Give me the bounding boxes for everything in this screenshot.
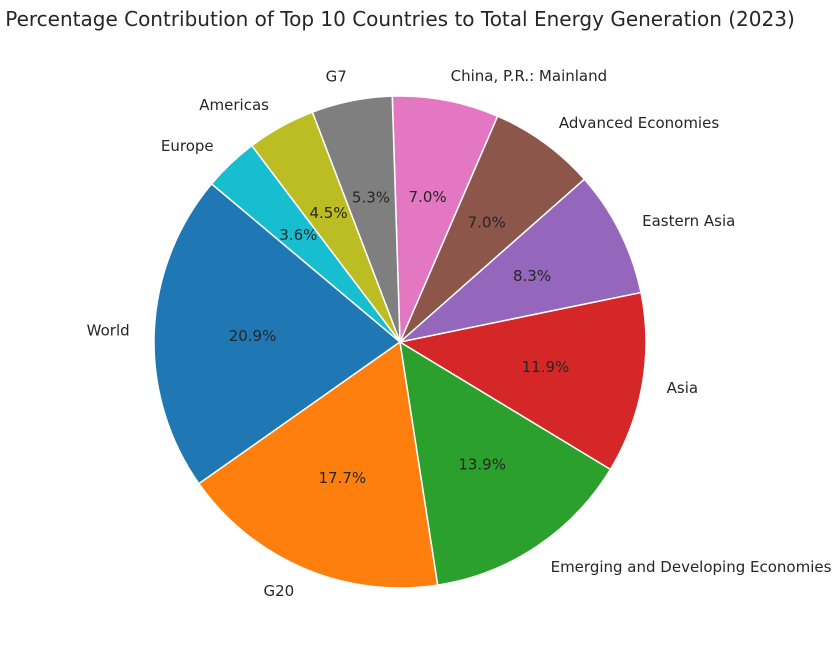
pie-slice-world — [153, 182, 402, 485]
percentage-label-china-p-r-mainland: 7.0% — [409, 188, 447, 206]
pie-slice-europe — [210, 144, 401, 343]
category-label-advanced-economies: Advanced Economies — [559, 114, 719, 132]
category-label-g20: G20 — [264, 582, 295, 600]
percentage-label-asia: 11.9% — [522, 358, 570, 376]
pie-slice-china-p-r-mainland — [391, 95, 499, 343]
category-label-eastern-asia: Eastern Asia — [642, 212, 735, 230]
percentage-label-eastern-asia: 8.3% — [513, 267, 551, 285]
percentage-labels: 20.9% 17.7% 13.9% 11.9% 8.3% 7.0% 7.0% 5.3% 4.5%… — [229, 188, 570, 487]
category-label-china-p-r-mainland: China, P.R.: Mainland — [451, 67, 608, 85]
percentage-label-advanced-economies: 7.0% — [468, 214, 506, 232]
pie-slice-g20 — [197, 340, 439, 589]
category-label-emerging-and-developing-economies: Emerging and Developing Economies — [551, 558, 832, 576]
percentage-label-americas: 4.5% — [309, 204, 347, 222]
pie-slice-eastern-asia — [397, 178, 642, 344]
percentage-label-world: 20.9% — [229, 327, 277, 345]
chart-title: Percentage Contribution of Top 10 Countr… — [5, 7, 795, 31]
percentage-label-europe: 3.6% — [279, 226, 317, 244]
category-label-world: World — [87, 322, 130, 340]
category-label-asia: Asia — [667, 379, 698, 397]
pie-slice-advanced-economies — [399, 115, 586, 343]
category-labels: World G20 Emerging and Developing Economie… — [87, 67, 832, 600]
pie-slices — [153, 95, 647, 589]
pie-slice-emerging-and-developing-economies — [399, 340, 612, 586]
percentage-label-g20: 17.7% — [318, 469, 366, 487]
category-label-americas: Americas — [199, 96, 269, 114]
category-label-europe: Europe — [161, 137, 214, 155]
percentage-label-emerging-and-developing-economies: 13.9% — [458, 456, 506, 474]
category-label-g7: G7 — [326, 68, 347, 86]
percentage-label-g7: 5.3% — [352, 188, 390, 206]
pie-slice-asia — [397, 291, 647, 471]
